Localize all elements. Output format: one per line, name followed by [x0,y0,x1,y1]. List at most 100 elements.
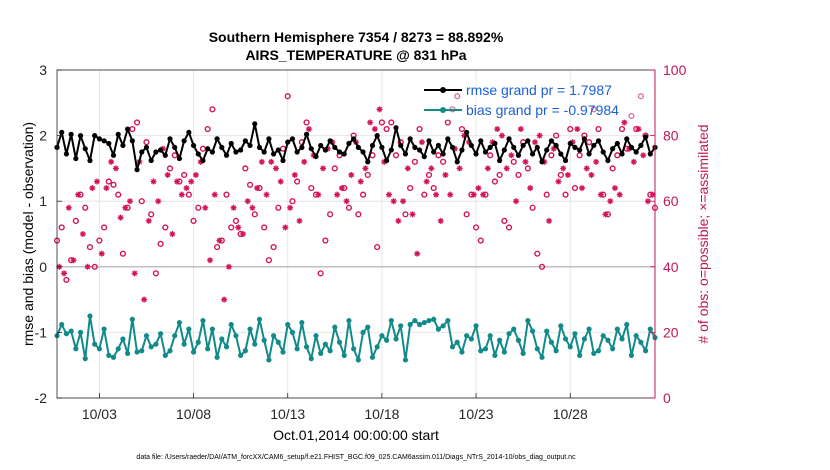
possible-obs-point [430,184,437,192]
x-tick-label: 10/18 [364,406,399,422]
bias-point [167,348,173,354]
assimilated-obs-point [437,217,444,224]
rmse-point [468,142,474,149]
possible-obs-point [63,276,70,284]
left-tick-label: 1 [39,193,47,209]
rmse-point [336,149,343,155]
right-tick-label: 40 [663,259,679,275]
rmse-point [520,142,526,149]
assimilated-obs-point [315,191,322,198]
rmse-point [642,134,649,140]
rmse-point [647,151,653,157]
rmse-series [54,121,658,173]
legend: rmse grand pr = 1.7987 bias grand pr = -0… [418,78,650,120]
assimilated-obs-point [338,185,345,192]
possible-obs-point [378,119,385,126]
assimilated-obs-point [621,119,628,126]
bias-point [195,339,201,345]
x-axis-ticks: 10/03 10/08 10/13 10/18 10/23 10/28 [82,393,588,422]
bias-point [454,339,460,345]
possible-obs-point [157,240,164,247]
assimilated-obs-point [324,145,331,152]
bias-point [214,354,220,360]
rmse-point [68,131,74,137]
rmse-point [101,138,107,144]
bias-point [351,346,357,352]
right-tick-label: 0 [663,390,671,406]
bias-point [553,348,559,354]
bias-point [205,346,211,352]
assimilated-obs-point [103,185,110,192]
assimilated-obs-point [480,191,487,198]
possible-obs-point [515,171,522,179]
rmse-point [449,144,456,151]
possible-obs-point [425,171,433,179]
possible-obs-point [538,263,546,270]
assimilated-obs-point [428,165,435,172]
possible-obs-point [576,152,583,159]
assimilated-obs-point [494,126,501,133]
bias-point [412,317,418,324]
bias-point [270,333,277,339]
bias-point [525,317,531,324]
assimilated-obs-point [239,231,246,237]
assimilated-obs-point [362,165,369,172]
bias-point [431,316,437,322]
bias-point [242,348,248,354]
bias-point [125,350,131,356]
rmse-point [223,152,230,158]
assimilated-obs-point [98,250,105,257]
rmse-point [431,149,437,155]
bias-point [256,316,263,322]
possible-obs-point [294,178,301,185]
bias-point [247,326,253,332]
rmse-point [261,149,267,155]
possible-obs-point [289,198,296,205]
rmse-point [205,146,211,152]
bias-point [153,341,159,347]
possible-obs-point [388,119,395,126]
x-axis-label: Oct.01,2014 00:00:00 start [273,427,439,443]
left-tick-label: 0 [39,259,47,275]
possible-obs-point [529,204,536,211]
bias-point [520,350,526,356]
rmse-point [73,155,79,162]
rmse-point [581,136,587,142]
rmse-point [487,144,493,151]
rmse-point [341,151,347,157]
assimilated-obs-point [192,171,199,178]
rmse-point [562,157,569,164]
rmse-point [614,140,620,147]
possible-obs-point [82,204,89,211]
assimilated-obs-point [626,145,633,152]
possible-obs-point [284,93,291,100]
possible-obs-point [364,171,371,179]
right-tick-label: 80 [663,128,679,144]
rmse-point [374,133,380,139]
possible-obs-point [96,237,103,244]
possible-obs-point [637,93,644,100]
assimilated-obs-point [207,257,214,264]
bias-point [624,321,630,328]
rmse-point [407,136,413,142]
assimilated-obs-point [108,158,115,165]
assimilated-obs-point [282,224,289,231]
bias-point [96,346,102,352]
assimilated-obs-point [141,296,148,303]
assimilated-obs-point [470,191,477,198]
rmse-point [388,147,394,153]
rmse-point [157,147,164,153]
possible-obs-point [100,224,108,231]
bias-point [289,329,296,335]
bias-point [87,313,93,319]
bias-point [435,326,442,332]
assimilated-obs-point [630,158,637,165]
rmse-point [445,136,451,142]
possible-obs-point [91,263,98,270]
bias-point [619,336,625,342]
rmse-point [416,147,423,153]
bias-point [308,356,314,362]
bias-point [384,337,390,343]
rmse-point [506,136,512,142]
rmse-point [148,157,154,164]
